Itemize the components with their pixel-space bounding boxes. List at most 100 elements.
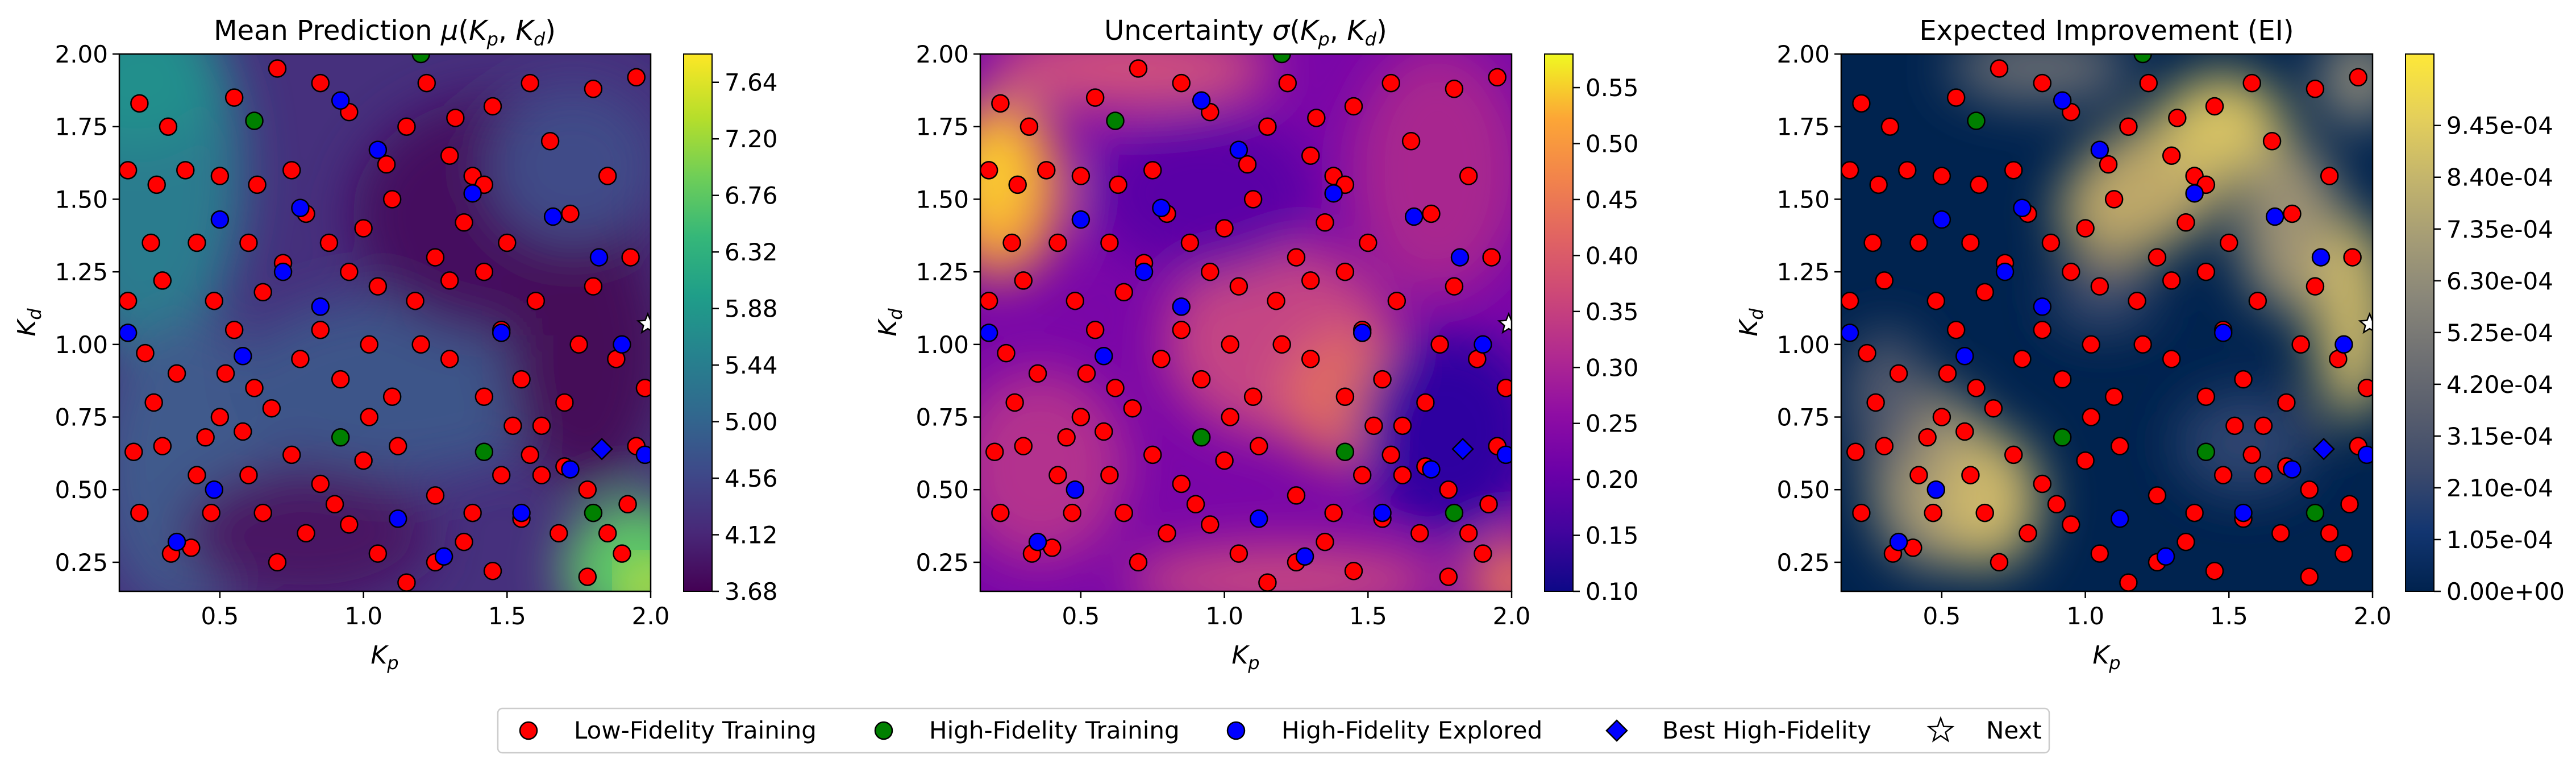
low-fidelity-point — [584, 80, 603, 98]
high-fidelity-explored-point — [1422, 460, 1441, 479]
panel-title-mean: Mean Prediction μ(Kp, Kd) — [214, 15, 556, 50]
low-fidelity-point — [1496, 379, 1512, 397]
low-fidelity-point — [153, 437, 172, 455]
low-fidelity-point — [532, 466, 551, 484]
low-fidelity-point — [1267, 291, 1285, 310]
low-fidelity-point — [613, 544, 631, 563]
colorbar-tick-label: 4.12 — [725, 521, 778, 549]
low-fidelity-point — [2076, 219, 2095, 238]
low-fidelity-point — [2128, 291, 2146, 310]
colorbar-ticks-ei: 0.00e+00 1.05e-04 2.10e-04 3.15e-04 4.20e-04… — [2434, 112, 2565, 606]
high-fidelity-explored-point — [512, 503, 531, 523]
low-fidelity-point — [1316, 532, 1334, 552]
high-fidelity-training-point — [1192, 428, 1211, 447]
low-fidelity-point — [2343, 248, 2362, 267]
low-fidelity-point — [1143, 161, 1162, 180]
next-point — [1497, 312, 1512, 334]
colorbar-uncertainty — [1544, 53, 1574, 592]
low-fidelity-point — [997, 343, 1016, 363]
low-fidelity-point — [1106, 379, 1125, 397]
low-fidelity-point — [446, 109, 465, 127]
low-fidelity-point — [239, 233, 258, 252]
low-fidelity-point — [1990, 59, 2009, 78]
low-fidelity-point — [1909, 233, 1928, 252]
low-fidelity-point — [1258, 117, 1277, 136]
high-fidelity-explored-point — [543, 207, 563, 226]
low-fidelity-point — [1975, 503, 1994, 523]
high-fidelity-explored-point — [1995, 262, 2015, 281]
y-tick-label: 1.25 — [915, 258, 969, 286]
high-fidelity-explored-point — [1134, 262, 1154, 281]
high-fidelity-training-point — [475, 442, 494, 462]
high-fidelity-explored-point — [1152, 198, 1171, 217]
low-fidelity-point — [1932, 408, 1951, 426]
low-fidelity-point — [210, 408, 230, 426]
low-fidelity-point — [991, 94, 1010, 113]
low-fidelity-point — [2349, 68, 2367, 87]
x-ticks-ei: 0.5 1.0 1.5 2.0 — [1922, 591, 2391, 630]
scatter-mean — [119, 54, 651, 591]
high-fidelity-training-point — [1272, 54, 1291, 64]
low-fidelity-point — [311, 474, 330, 494]
high-fidelity-explored-point — [434, 547, 453, 566]
low-fidelity-point — [1946, 321, 1966, 339]
low-fidelity-point — [340, 515, 359, 534]
y-tick-label: 1.75 — [915, 113, 969, 141]
x-tick-label: 1.0 — [344, 602, 382, 630]
colorbar-tick-label: 3.68 — [725, 578, 778, 606]
low-fidelity-point — [2062, 515, 2080, 534]
low-fidelity-point — [1439, 567, 1458, 586]
high-fidelity-explored-point — [2156, 547, 2175, 566]
x-ticks-mean: 0.5 1.0 1.5 2.0 — [201, 591, 669, 630]
low-fidelity-point — [188, 233, 206, 252]
low-fidelity-point — [526, 291, 546, 310]
low-fidelity-point — [1373, 370, 1392, 389]
best-high-fidelity-point — [1451, 437, 1474, 461]
high-fidelity-explored-point — [2110, 509, 2129, 528]
y-tick-label: 0.25 — [915, 549, 969, 577]
high-fidelity-explored-point — [1841, 324, 1859, 342]
y-tick-label: 1.75 — [55, 113, 108, 141]
low-fidelity-point — [1287, 248, 1306, 267]
low-fidelity-point — [2033, 321, 2052, 339]
high-fidelity-explored-point — [1192, 91, 1211, 110]
low-fidelity-point — [1459, 167, 1478, 185]
high-fidelity-explored-point — [980, 324, 998, 342]
low-fidelity-point — [253, 283, 272, 302]
axes-frame-mean — [118, 53, 652, 592]
y-tick-label: 0.75 — [1776, 404, 1830, 432]
low-fidelity-point — [985, 442, 1004, 462]
low-fidelity-point — [2225, 416, 2244, 436]
heatmap-ei — [1841, 54, 2373, 591]
low-fidelity-point — [2306, 80, 2325, 98]
high-fidelity-explored-point — [1295, 547, 1314, 566]
low-fidelity-point — [2271, 524, 2290, 543]
colorbar-tick-label: 0.00e+00 — [2446, 578, 2565, 606]
axes-frame-uncertainty — [979, 53, 1513, 592]
low-fidelity-point — [388, 437, 407, 455]
low-fidelity-point — [2148, 248, 2167, 267]
low-fidelity-point — [492, 466, 511, 484]
low-fidelity-point — [2242, 73, 2261, 93]
low-fidelity-point — [130, 503, 149, 523]
low-fidelity-point — [1057, 428, 1076, 447]
high-fidelity-explored-point — [2213, 324, 2233, 342]
xlabel-uncertainty: Kp — [1231, 641, 1259, 674]
low-fidelity-point — [621, 248, 640, 267]
legend-label: High-Fidelity Training — [929, 716, 1180, 744]
x-tick-label: 2.0 — [1493, 602, 1531, 630]
low-fidelity-point — [2139, 73, 2158, 93]
high-fidelity-explored-point — [291, 198, 310, 217]
low-fidelity-point — [1307, 109, 1326, 127]
low-fidelity-point — [1961, 466, 1980, 484]
low-fidelity-point — [1479, 495, 1498, 514]
low-fidelity-point — [382, 387, 402, 407]
low-fidelity-point — [1875, 437, 1894, 455]
low-fidelity-point — [176, 161, 195, 180]
low-fidelity-point — [2090, 277, 2109, 296]
low-fidelity-point — [1143, 445, 1162, 465]
low-fidelity-point — [144, 393, 163, 412]
low-fidelity-point — [440, 350, 459, 368]
x-tick-label: 1.5 — [2210, 602, 2248, 630]
